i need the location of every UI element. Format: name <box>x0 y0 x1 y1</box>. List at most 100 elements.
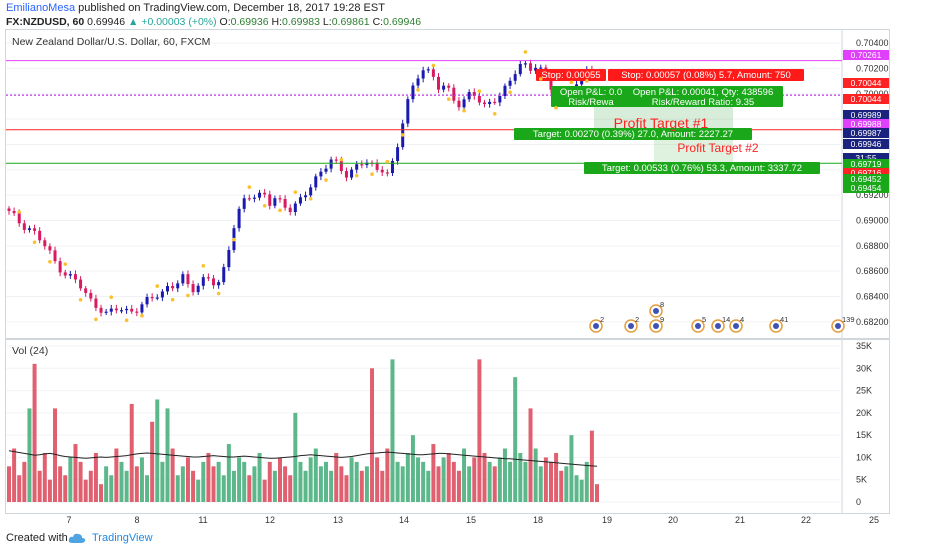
signal-dot <box>431 63 436 68</box>
candle-body <box>237 208 241 229</box>
volume-bar <box>370 368 375 502</box>
signal-dot <box>354 173 359 178</box>
volume-bar <box>7 466 11 502</box>
volume-bar <box>272 470 277 502</box>
author-link[interactable]: EmilianoMesa <box>6 2 76 14</box>
time-tick-label: 15 <box>466 515 476 525</box>
candle-body <box>104 311 108 313</box>
candle-body <box>462 99 466 108</box>
candle-body <box>33 228 37 231</box>
pnl-left-label: Risk/Rewa <box>568 97 614 108</box>
volume-bar <box>451 461 456 502</box>
volume-bar <box>543 457 548 502</box>
pnl-right-label: Open P&L: 0.00041, Qty: 438596 <box>633 87 774 98</box>
candle-body <box>48 246 52 251</box>
target-2-box <box>584 162 820 174</box>
candle-body <box>411 85 415 100</box>
candle-body <box>334 159 338 161</box>
candle-body <box>191 284 195 293</box>
signal-dot <box>523 50 528 54</box>
candle-body <box>426 69 430 71</box>
candle-body <box>447 85 451 88</box>
candle-body <box>181 274 185 284</box>
candle-body <box>523 63 527 65</box>
volume-bar <box>231 470 236 502</box>
price-level-tag <box>843 153 889 163</box>
volume-bar <box>201 461 206 502</box>
economic-event-count: 5 <box>702 315 706 324</box>
economic-event-flag <box>653 323 659 329</box>
signal-dot <box>554 105 558 110</box>
candle-body <box>94 298 98 308</box>
price-tick-label: 0.68400 <box>856 292 889 302</box>
price-level-tag-label: 0.69987 <box>851 128 882 138</box>
volume-bar <box>93 452 98 502</box>
price-level-tag-label: 0.69452 <box>851 174 882 184</box>
signal-dot <box>201 264 206 268</box>
candle-body <box>171 286 175 289</box>
volume-bar <box>150 421 155 502</box>
candle-body <box>324 168 328 172</box>
economic-event-flag <box>835 323 841 329</box>
candle-body <box>283 198 287 208</box>
candle-body <box>27 228 31 230</box>
volume-bar <box>518 452 523 502</box>
candle-body <box>114 308 118 311</box>
price-level-tag <box>843 119 889 129</box>
price-chart[interactable]: 0.68200 0.68400 0.68600 0.68800 0.69000 0.692… <box>6 30 889 338</box>
volume-bar <box>584 461 589 502</box>
candle-body <box>38 230 42 241</box>
candle-body <box>549 77 553 90</box>
volume-panel[interactable]: 0 5K 10K 15K 20K 25K 30K 35K Vol (24) <box>5 339 890 514</box>
candle-body <box>503 85 507 96</box>
signal-dot <box>63 262 68 266</box>
time-tick-label: 22 <box>801 515 811 525</box>
volume-bar <box>134 466 139 502</box>
price-level-tag-label: 0.69988 <box>851 119 882 129</box>
candle-body <box>457 100 461 108</box>
low-value: 0.69861 <box>331 16 370 28</box>
signal-dot <box>370 172 374 177</box>
candle-body <box>416 78 420 86</box>
volume-bar <box>334 452 339 502</box>
candle-body <box>288 207 292 213</box>
candle-body <box>380 169 384 173</box>
economic-event-count: 2 <box>600 315 604 324</box>
volume-bar <box>559 470 564 502</box>
candle-body <box>339 160 343 172</box>
volume-bar <box>554 452 559 502</box>
signal-dot <box>216 291 221 296</box>
time-tick-label: 12 <box>265 515 275 525</box>
candle-body <box>176 283 180 289</box>
open-value: 0.69936 <box>230 16 269 28</box>
candle-body <box>160 291 164 298</box>
volume-bar <box>502 448 507 502</box>
candle-body <box>508 80 512 86</box>
price-panel[interactable]: 0.68200 0.68400 0.68600 0.68800 0.69000 0.692… <box>5 29 890 339</box>
tradingview-link[interactable]: TradingView <box>92 532 153 544</box>
candle-body <box>477 95 481 103</box>
volume-tick-label: 25K <box>856 386 872 396</box>
volume-bar <box>68 457 73 502</box>
volume-bar <box>477 359 482 502</box>
high-label: H: <box>271 16 283 28</box>
published-text: published on TradingView.com, December 1… <box>78 2 385 14</box>
candle-body <box>314 176 318 188</box>
candle-body <box>68 274 72 276</box>
volume-bar <box>416 457 421 502</box>
volume-bar <box>487 461 492 502</box>
volume-bar <box>380 470 385 502</box>
volume-bar <box>27 408 32 502</box>
economic-event-flag <box>628 323 634 329</box>
volume-bar <box>211 466 216 502</box>
signal-dot <box>247 185 252 189</box>
economic-event-count: 41 <box>780 315 788 324</box>
volume-bar <box>32 363 37 502</box>
candle-body <box>304 195 308 198</box>
time-axis[interactable]: 7 8 11 12 13 14 15 18 19 20 21 22 25 <box>0 513 932 527</box>
candle-body <box>258 192 262 198</box>
pnl-left-label: Open P&L: 0.0 <box>560 87 622 98</box>
candle-body <box>79 279 83 289</box>
volume-chart[interactable]: 0 5K 10K 15K 20K 25K 30K 35K <box>6 340 889 513</box>
candle-body <box>43 240 47 247</box>
